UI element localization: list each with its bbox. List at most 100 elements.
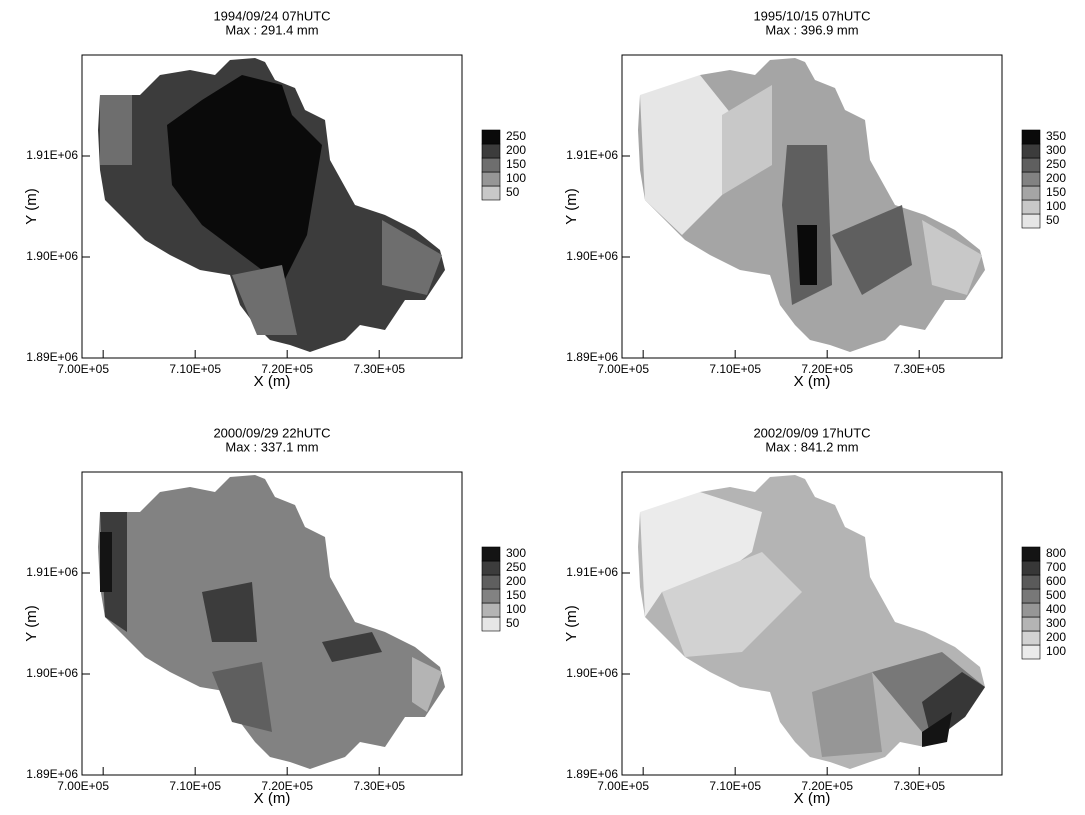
x-tick-label: 7.20E+05 bbox=[261, 362, 313, 376]
chart-subtitle: Max : 291.4 mm bbox=[225, 22, 318, 37]
y-tick-label: 1.89E+06 bbox=[566, 767, 618, 781]
colorbar-box bbox=[481, 602, 501, 618]
y-axis-label: Y (m) bbox=[563, 605, 580, 641]
y-axis-label: Y (m) bbox=[563, 188, 580, 224]
colorbar-box bbox=[1021, 616, 1041, 632]
colorbar-label: 500 bbox=[1046, 588, 1066, 602]
y-tick-label: 1.90E+06 bbox=[566, 249, 618, 263]
colorbar-box bbox=[1021, 213, 1041, 229]
y-tick-label: 1.91E+06 bbox=[566, 148, 618, 162]
x-tick-label: 7.30E+05 bbox=[353, 362, 405, 376]
colorbar-box bbox=[1021, 199, 1041, 215]
rain-zone bbox=[797, 225, 817, 285]
x-axis-label: X (m) bbox=[794, 790, 831, 807]
rain-zone bbox=[640, 75, 732, 235]
colorbar-box bbox=[481, 616, 501, 632]
rain-zone bbox=[640, 492, 762, 617]
rain-zone bbox=[100, 95, 132, 165]
y-tick-label: 1.90E+06 bbox=[26, 666, 78, 680]
x-axis-label: X (m) bbox=[254, 373, 291, 390]
chart-title: 1995/10/15 07hUTC bbox=[753, 8, 870, 23]
chart-subtitle: Max : 337.1 mm bbox=[225, 439, 318, 454]
colorbar-box bbox=[481, 560, 501, 576]
colorbar-box bbox=[481, 171, 501, 187]
plot-frame bbox=[81, 54, 463, 359]
colorbar-label: 200 bbox=[506, 143, 526, 157]
rain-zone bbox=[100, 532, 112, 592]
colorbar-box bbox=[1021, 574, 1041, 590]
colorbar-label: 150 bbox=[506, 157, 526, 171]
y-tick-label: 1.89E+06 bbox=[566, 350, 618, 364]
x-tick-label: 7.00E+05 bbox=[57, 362, 109, 376]
colorbar-box bbox=[1021, 157, 1041, 173]
colorbar-box bbox=[481, 143, 501, 159]
x-tick-label: 7.00E+05 bbox=[597, 362, 649, 376]
colorbar-label: 150 bbox=[506, 588, 526, 602]
colorbar-box bbox=[481, 157, 501, 173]
plot-frame bbox=[621, 471, 1003, 776]
colorbar-label: 300 bbox=[1046, 616, 1066, 630]
x-tick-label: 7.10E+05 bbox=[169, 779, 221, 793]
colorbar-box bbox=[1021, 185, 1041, 201]
rain-zone bbox=[382, 220, 442, 295]
colorbar-box bbox=[1021, 171, 1041, 187]
colorbar-label: 600 bbox=[1046, 574, 1066, 588]
y-tick-label: 1.91E+06 bbox=[26, 565, 78, 579]
map bbox=[98, 58, 445, 352]
y-axis-label: Y (m) bbox=[23, 605, 40, 641]
rain-zone bbox=[922, 712, 952, 747]
chart-title: 1994/09/24 07hUTC bbox=[213, 8, 330, 23]
colorbar-label: 50 bbox=[506, 185, 520, 199]
y-tick-label: 1.91E+06 bbox=[566, 565, 618, 579]
rain-zone bbox=[922, 220, 982, 295]
colorbar-box bbox=[1021, 129, 1041, 145]
colorbar-label: 800 bbox=[1046, 546, 1066, 560]
colorbar-box bbox=[1021, 588, 1041, 604]
colorbar-label: 200 bbox=[1046, 171, 1066, 185]
rain-zone bbox=[212, 662, 272, 732]
rain-zone bbox=[202, 582, 257, 642]
chart-title: 2002/09/09 17hUTC bbox=[753, 425, 870, 440]
colorbar-box bbox=[1021, 644, 1041, 660]
y-tick-label: 1.89E+06 bbox=[26, 767, 78, 781]
x-tick-label: 7.00E+05 bbox=[57, 779, 109, 793]
colorbar-label: 100 bbox=[1046, 199, 1066, 213]
rain-zone bbox=[722, 85, 772, 195]
colorbar-label: 100 bbox=[1046, 644, 1066, 658]
x-tick-label: 7.10E+05 bbox=[709, 779, 761, 793]
colorbar-label: 250 bbox=[1046, 157, 1066, 171]
rain-zone bbox=[167, 75, 322, 285]
y-tick-label: 1.89E+06 bbox=[26, 350, 78, 364]
x-tick-label: 7.10E+05 bbox=[709, 362, 761, 376]
rain-zone bbox=[812, 672, 882, 757]
x-tick-label: 7.10E+05 bbox=[169, 362, 221, 376]
colorbar-label: 250 bbox=[506, 560, 526, 574]
colorbar-label: 250 bbox=[506, 129, 526, 143]
colorbar-box bbox=[1021, 560, 1041, 576]
y-tick-label: 1.90E+06 bbox=[26, 249, 78, 263]
x-axis-label: X (m) bbox=[794, 373, 831, 390]
colorbar-label: 700 bbox=[1046, 560, 1066, 574]
colorbar-box bbox=[1021, 143, 1041, 159]
map bbox=[638, 58, 985, 352]
colorbar-label: 50 bbox=[1046, 213, 1060, 227]
colorbar-label: 350 bbox=[1046, 129, 1066, 143]
plot-frame bbox=[81, 471, 463, 776]
colorbar-box bbox=[481, 588, 501, 604]
x-tick-label: 7.20E+05 bbox=[801, 362, 853, 376]
colorbar-label: 300 bbox=[1046, 143, 1066, 157]
x-tick-label: 7.30E+05 bbox=[893, 362, 945, 376]
rain-zone bbox=[412, 657, 442, 712]
colorbar-box bbox=[1021, 546, 1041, 562]
colorbar-label: 200 bbox=[1046, 630, 1066, 644]
y-axis-label: Y (m) bbox=[23, 188, 40, 224]
x-tick-label: 7.30E+05 bbox=[893, 779, 945, 793]
colorbar-box bbox=[481, 574, 501, 590]
rain-zone bbox=[322, 632, 382, 662]
rain-zone bbox=[662, 552, 802, 657]
colorbar-label: 200 bbox=[506, 574, 526, 588]
y-tick-label: 1.91E+06 bbox=[26, 148, 78, 162]
colorbar-label: 400 bbox=[1046, 602, 1066, 616]
chart-subtitle: Max : 841.2 mm bbox=[765, 439, 858, 454]
